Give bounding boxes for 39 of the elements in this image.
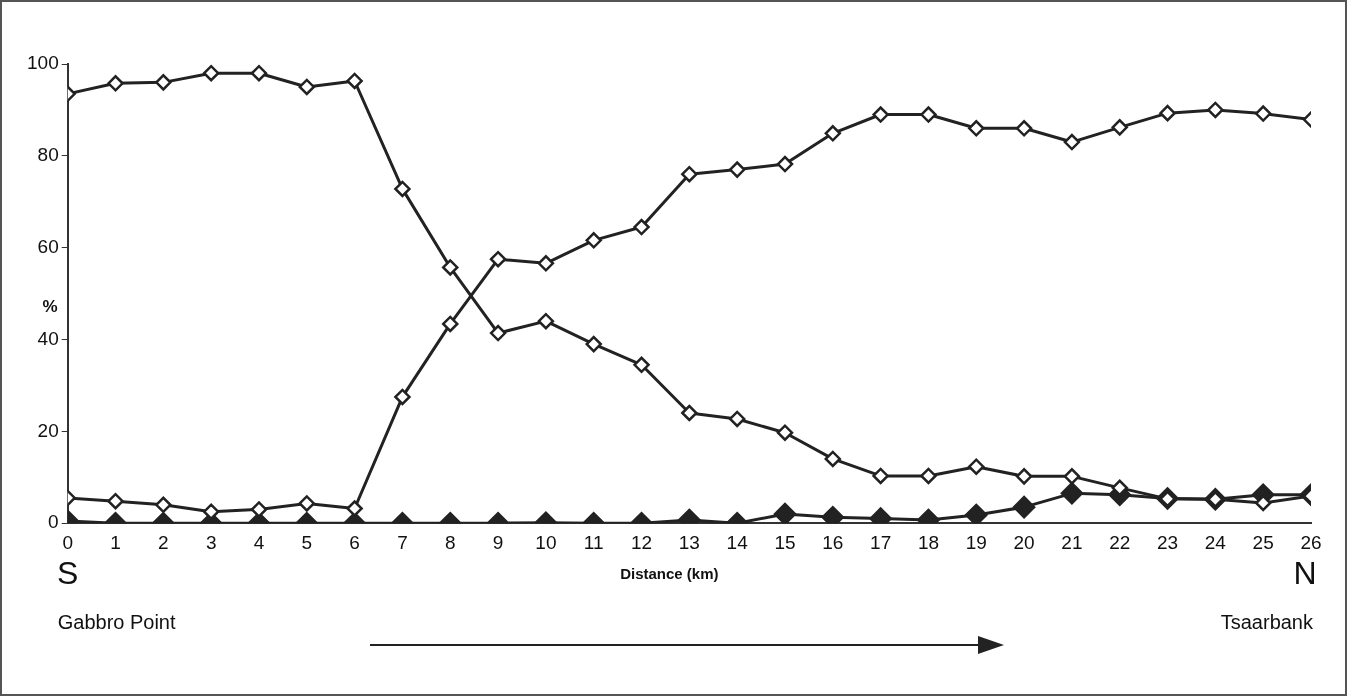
x-tick-label: 11 <box>583 531 604 553</box>
text: S <box>57 555 79 592</box>
x-tick-label: 22 <box>1109 531 1131 553</box>
y-tick-label: 100 <box>27 52 59 74</box>
text: Gabbro Point <box>57 610 176 633</box>
x-tick-label: 25 <box>1252 531 1274 553</box>
x-tick-label: 2 <box>158 531 169 553</box>
x-tick-label: 26 <box>1300 531 1322 553</box>
x-tick-label: 21 <box>1061 531 1083 553</box>
x-tick-label: 10 <box>535 531 557 553</box>
x-tick-label: 13 <box>678 531 700 553</box>
text: Tsaarbank <box>1220 610 1314 633</box>
x-tick-label: 5 <box>301 531 313 553</box>
x-tick-label: 15 <box>774 531 796 553</box>
x-tick-label: 12 <box>630 531 653 553</box>
x-tick-label: 19 <box>965 531 987 553</box>
x-tick-label: 23 <box>1156 531 1179 553</box>
x-tick-label: 18 <box>917 531 940 553</box>
x-tick-label: 1 <box>110 531 121 553</box>
y-tick-label: 40 <box>37 327 59 349</box>
x-tick-label: 20 <box>1013 531 1035 553</box>
x-tick-label: 17 <box>870 531 892 553</box>
x-tick-label: 24 <box>1204 531 1227 553</box>
y-axis-title: % <box>42 297 58 317</box>
x-tick-label: 9 <box>492 531 504 553</box>
y-tick-label: 60 <box>37 235 59 257</box>
x-tick-label: 14 <box>726 531 749 553</box>
y-tick-label: 0 <box>48 511 59 533</box>
x-tick-label: 3 <box>205 531 217 553</box>
x-tick-label: 16 <box>822 531 844 553</box>
y-tick-label: 80 <box>37 144 59 166</box>
x-tick-label: 8 <box>444 531 456 553</box>
x-tick-label: 6 <box>349 531 360 553</box>
x-tick-label: 0 <box>62 531 73 553</box>
x-tick-label: 7 <box>397 531 408 553</box>
x-axis-title: Distance (km) <box>620 565 719 583</box>
y-tick-label: 20 <box>37 419 59 441</box>
x-tick-label: 4 <box>253 531 265 553</box>
text: N <box>1293 555 1317 592</box>
